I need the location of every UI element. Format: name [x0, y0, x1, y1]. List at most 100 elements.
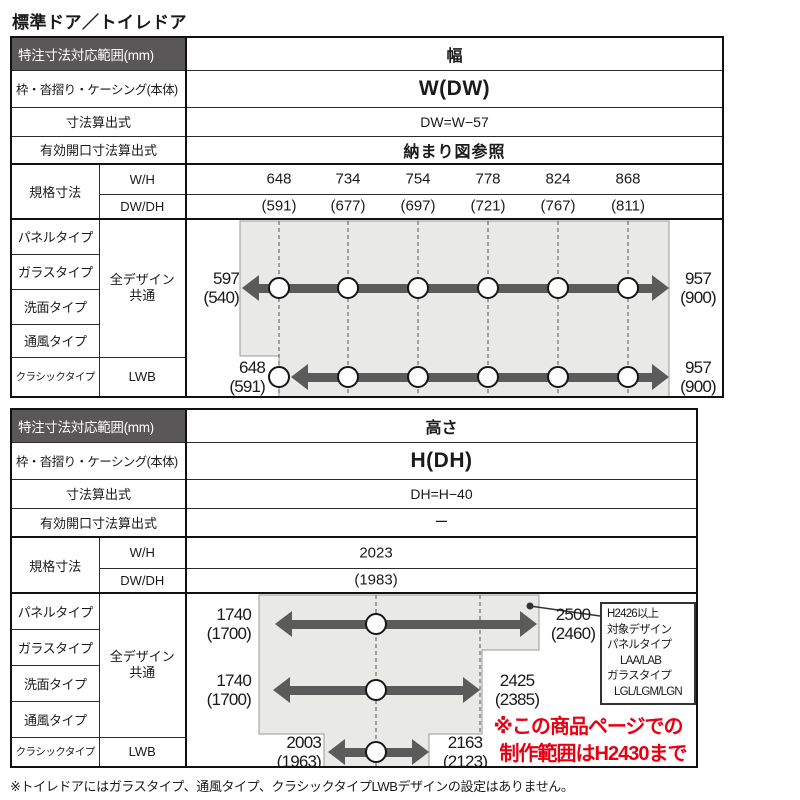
- height-arrow3-max-label: 2163 (2123): [433, 733, 497, 767]
- arrow-left-head: [328, 739, 346, 765]
- type-glass: ガラスタイプ: [10, 628, 100, 666]
- width-all-max-label: 957 (900): [672, 269, 722, 307]
- callout-line: [526, 602, 601, 617]
- arrow-left-head: [291, 364, 309, 390]
- wh-label: W/H: [98, 536, 188, 569]
- height-frame-value: H(DH): [185, 441, 698, 480]
- width-lwb-min-label: 648 (591): [213, 358, 265, 396]
- type-ventilation: 通風タイプ: [10, 323, 100, 358]
- arrow-left-head: [242, 275, 260, 301]
- size-value: 868: [615, 170, 641, 188]
- annotation-line: LAA/LAB: [620, 654, 662, 667]
- annotation-line: LGL/LGM/LGN: [614, 685, 683, 698]
- max-value: 2500: [555, 605, 591, 624]
- height-range-arrow-1: [275, 611, 538, 637]
- size-point-circle: [617, 277, 640, 299]
- production-range-notice: ※この商品ページでの 制作範囲はH2430まで: [480, 714, 696, 766]
- dw-value: (697): [400, 197, 436, 215]
- frame-label: 枠・沓摺り・ケーシング(本体): [10, 441, 188, 480]
- size-value: 734: [335, 170, 361, 188]
- size-value: 824: [545, 170, 571, 188]
- size-point-circle: [337, 366, 360, 388]
- arrow-left-head: [273, 677, 291, 703]
- type-panel: パネルタイプ: [10, 218, 100, 255]
- notice-line-1: ※この商品ページでの: [493, 716, 683, 738]
- dwdh-label: DW/DH: [98, 567, 188, 594]
- height-spec-table: 特注寸法対応範囲(mm) 高さ 枠・沓摺り・ケーシング(本体) H(DH) 寸法…: [10, 408, 698, 768]
- max-value: 957: [685, 269, 712, 288]
- frame-label: 枠・沓摺り・ケーシング(本体): [10, 69, 188, 108]
- max-sub-value: (900): [680, 288, 716, 307]
- max-sub-value: (2460): [550, 624, 596, 643]
- width-dw-values-row: (591) (677) (697) (721) (767) (811): [185, 193, 724, 220]
- height-arrow1-max-label: 2500 (2460): [541, 605, 605, 643]
- width-opening-value: 納まり図参照: [185, 135, 724, 165]
- arrow-right-head: [652, 275, 670, 301]
- annotation-line: パネルタイプ: [607, 639, 672, 652]
- max-value: 957: [685, 358, 712, 377]
- min-sub-value: (540): [203, 288, 240, 307]
- max-sub-value: (2123): [442, 752, 488, 767]
- type-classic: クラシックタイプ: [10, 356, 100, 398]
- width-dimension-header: 幅: [185, 36, 724, 71]
- width-spec-table: 特注寸法対応範囲(mm) 幅 枠・沓摺り・ケーシング(本体) W(DW) 寸法算…: [10, 36, 724, 398]
- wh-label: W/H: [98, 163, 188, 195]
- opening-formula-label: 有効開口寸法算出式: [10, 135, 188, 165]
- annotation-box: H2426以上 対象デザイン パネルタイプ LAA/LAB ガラスタイプ LGL…: [600, 602, 697, 705]
- arrow-bar: [259, 283, 653, 293]
- size-point-circle: [547, 366, 570, 388]
- size-point-circle: [337, 277, 360, 299]
- type-washroom: 洗面タイプ: [10, 288, 100, 325]
- standard-size-label: 規格寸法: [10, 536, 100, 594]
- size-point-circle: [477, 366, 500, 388]
- size-point-circle: [268, 366, 291, 388]
- size-point-circle: [407, 277, 430, 299]
- width-diagram-grid: [239, 221, 670, 396]
- max-sub-value: (2385): [494, 690, 540, 709]
- min-value: 597: [213, 269, 240, 288]
- min-sub-value: (1700): [206, 690, 252, 709]
- width-range-diagram: 597 (540) 957 (900): [185, 218, 724, 398]
- size-point-circle: [365, 679, 388, 701]
- arrow-right-head: [412, 739, 430, 765]
- height-arrow3-min-label: 2003 (1963): [259, 733, 322, 766]
- max-value: 2163: [447, 733, 483, 752]
- height-dimension-header: 高さ: [185, 408, 698, 443]
- dw-value: (591): [261, 197, 297, 215]
- height-range-diagram: 1740 (1700) 2500 (2460) 1740 (1700): [185, 592, 698, 768]
- height-opening-value: ー: [185, 507, 698, 538]
- size-point-circle: [477, 277, 500, 299]
- min-value: 1740: [216, 671, 252, 690]
- dw-value: (677): [330, 197, 366, 215]
- dw-value: (811): [611, 197, 645, 215]
- dh-value: (1983): [354, 571, 398, 589]
- width-all-min-label: 597 (540): [189, 269, 239, 307]
- all-designs-cell: 全デザイン 共通: [98, 592, 188, 738]
- page-title: 標準ドア／トイレドア: [12, 13, 187, 32]
- min-value: 648: [239, 358, 266, 377]
- size-point-circle: [365, 613, 388, 635]
- height-arrow2-max-label: 2425 (2385): [485, 671, 549, 709]
- type-panel: パネルタイプ: [10, 592, 100, 630]
- width-frame-value: W(DW): [185, 69, 724, 108]
- arrow-bar: [292, 619, 521, 629]
- size-value: 778: [475, 170, 501, 188]
- height-dh-value-row: (1983): [185, 567, 698, 594]
- size-point-circle: [547, 277, 570, 299]
- type-classic: クラシックタイプ: [10, 736, 100, 768]
- size-value: 2023: [359, 544, 393, 562]
- height-size-row: 2023: [185, 536, 698, 569]
- lwb-cell: LWB: [98, 356, 188, 398]
- notice-line-2: 制作範囲はH2430まで: [499, 743, 688, 765]
- size-point-circle: [268, 277, 291, 299]
- arrow-right-head: [652, 364, 670, 390]
- annotation-line: 対象デザイン: [607, 623, 672, 636]
- min-value: 1740: [216, 605, 252, 624]
- size-point-circle: [365, 741, 388, 763]
- max-value: 2425: [499, 671, 535, 690]
- formula-label: 寸法算出式: [10, 478, 188, 509]
- dw-value: (767): [540, 197, 576, 215]
- spec-range-label: 特注寸法対応範囲(mm): [10, 36, 188, 71]
- formula-label: 寸法算出式: [10, 106, 188, 137]
